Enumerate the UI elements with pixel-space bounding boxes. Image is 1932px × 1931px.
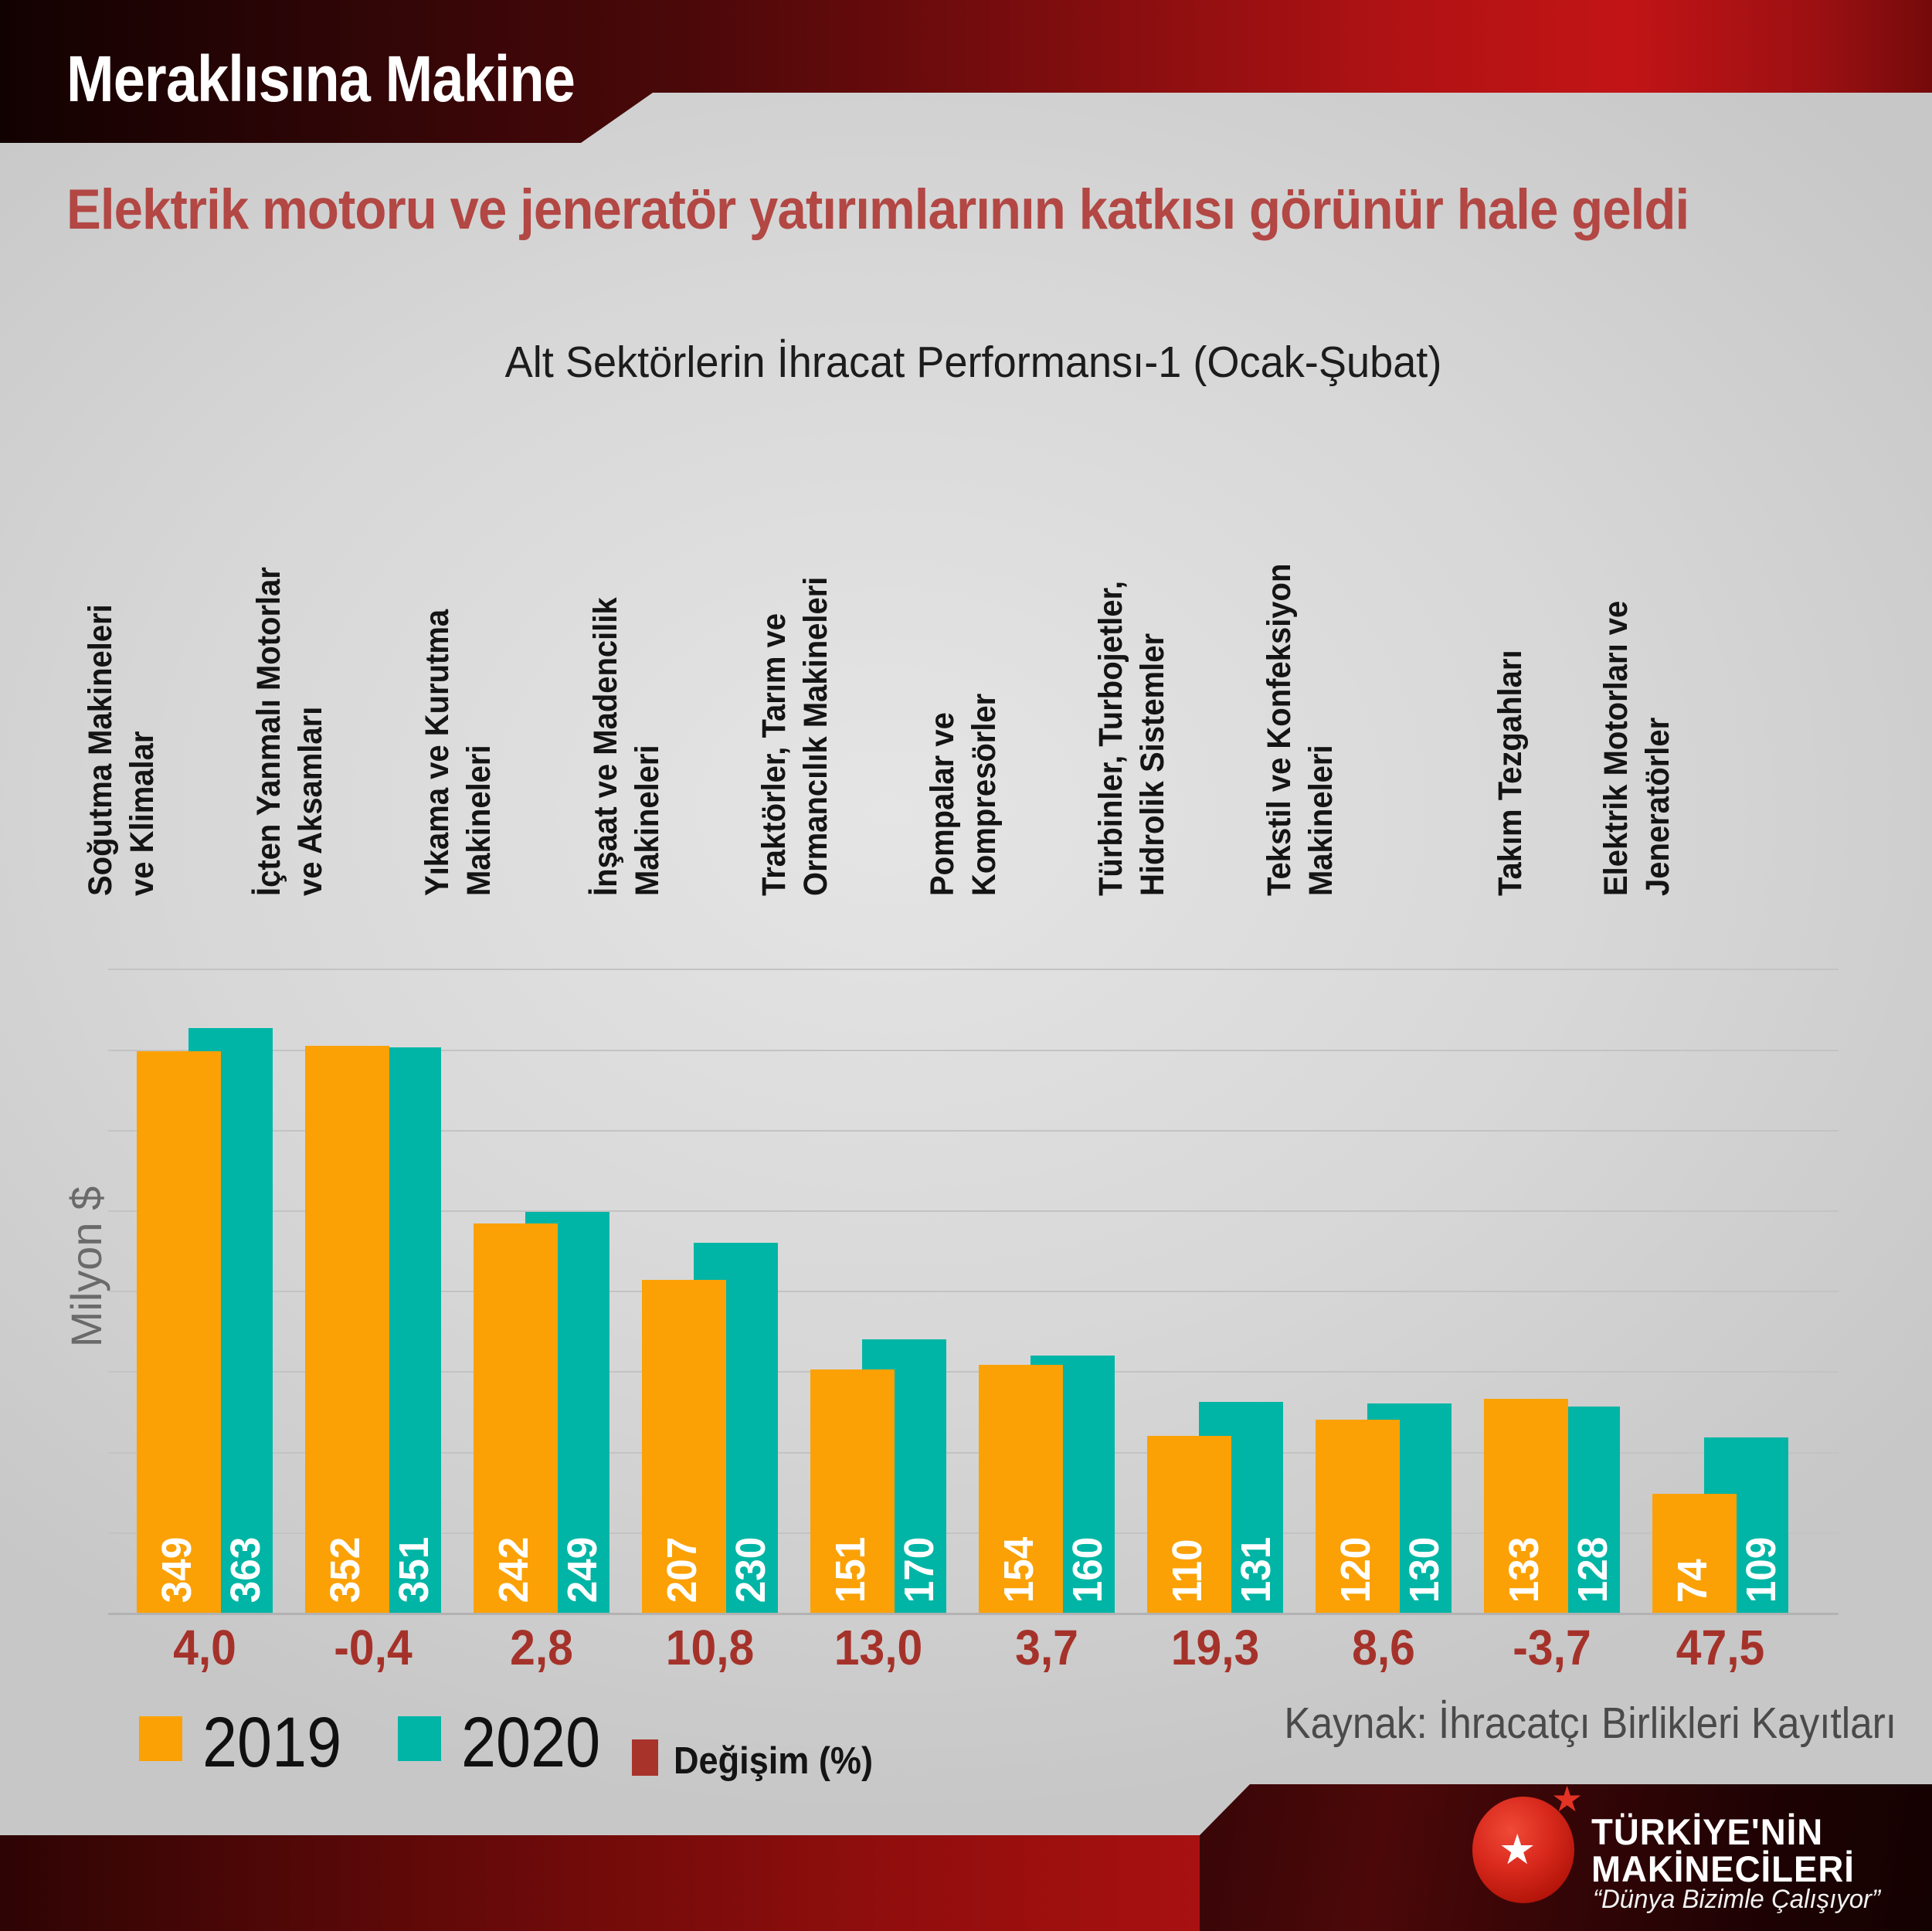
bar-2019	[1484, 1398, 1568, 1613]
red-star-icon: ★	[1551, 1778, 1584, 1820]
headline: Elektrik motoru ve jeneratör yatırımları…	[66, 178, 1689, 241]
bar-value-2019: 207	[659, 1536, 705, 1604]
bar-value-2019: 352	[322, 1536, 368, 1604]
change-value: 10,8	[665, 1620, 755, 1675]
category-label: Elektrik Motorları ve Jeneratörler	[1595, 494, 1679, 896]
legend-label-2020: 2020	[461, 1703, 601, 1782]
category-label: Yıkama ve Kurutma Makineleri	[416, 494, 500, 896]
bar-value-2019: 120	[1333, 1536, 1379, 1604]
chart-title: Alt Sektörlerin İhracat Performansı-1 (O…	[504, 338, 1442, 387]
logo-line2: MAKİNECİLERİ	[1591, 1848, 1855, 1889]
bar-value-2019: 74	[1669, 1559, 1716, 1604]
category-label: İçten Yanmalı Motorlar ve Aksamları	[248, 494, 331, 896]
gridline	[108, 1451, 1839, 1454]
bar-value-2020: 130	[1401, 1536, 1448, 1604]
category-label-line: Tekstil ve Konfeksiyon	[1261, 563, 1298, 896]
category-label-line: Kompresörler	[966, 693, 1003, 896]
change-value: 4,0	[173, 1620, 236, 1675]
category-label-line: Traktörler, Tarım ve	[755, 613, 793, 896]
change-value: 47,5	[1676, 1620, 1765, 1675]
bar-value-2019: 133	[1501, 1536, 1547, 1604]
category-label: Pompalar ve Kompresörler	[922, 494, 1005, 896]
change-value: -0,4	[334, 1620, 413, 1675]
category-label-line: Yıkama ve Kurutma	[419, 609, 456, 896]
change-value: -3,7	[1513, 1620, 1591, 1675]
x-axis-line	[108, 1613, 1839, 1615]
source-note: Kaynak: İhracatçı Birlikleri Kayıtları	[1284, 1699, 1896, 1748]
category-label: Traktörler, Tarım ve Ormancılık Makineler…	[753, 494, 837, 896]
bar-2019	[1652, 1493, 1737, 1613]
change-value: 3,7	[1015, 1620, 1078, 1675]
bar-value-2020: 131	[1233, 1536, 1279, 1604]
category-label-line: ve Klimalar	[124, 731, 161, 896]
gridline	[108, 1532, 1839, 1534]
legend-swatch-2020	[398, 1716, 441, 1761]
category-label-line: Makineleri	[460, 745, 497, 896]
gridline	[108, 1049, 1839, 1051]
bar-2019	[810, 1369, 895, 1613]
bar-2019	[642, 1279, 726, 1613]
category-label-line: Takım Tezgahları	[1492, 650, 1529, 896]
gridline	[108, 1210, 1839, 1212]
bar-value-2019: 242	[491, 1536, 537, 1604]
gridline	[108, 1291, 1839, 1293]
category-label: Takım Tezgahları	[1489, 494, 1531, 896]
legend-label-change: Değişim (%)	[674, 1740, 874, 1782]
category-label-line: Makineleri	[1302, 745, 1339, 896]
change-value: 13,0	[834, 1620, 923, 1675]
gridline	[108, 1129, 1839, 1132]
category-label-line: Hidrolik Sistemler	[1134, 633, 1171, 896]
category-label-line: Elektrik Motorları ve	[1598, 600, 1635, 896]
bar-value-2019: 110	[1164, 1539, 1210, 1604]
category-label: Tekstil ve Konfeksiyon Makineleri	[1258, 494, 1342, 896]
white-star-icon: ★	[1499, 1825, 1536, 1874]
category-label-line: Soğutma Makineleri	[82, 604, 119, 896]
bar-value-2020: 109	[1738, 1536, 1784, 1604]
category-label-line: İnşaat ve Madencilik	[587, 597, 624, 896]
bar-value-2020: 351	[391, 1536, 437, 1604]
bar-2019	[305, 1046, 389, 1613]
category-label-line: Pompalar ve	[924, 712, 961, 896]
logo-line1: TÜRKİYE'NİN	[1591, 1811, 1824, 1852]
category-label-line: Makineleri	[629, 745, 666, 896]
category-label-line: Jeneratörler	[1639, 717, 1676, 896]
change-value: 2,8	[510, 1620, 573, 1675]
bar-2019	[1316, 1419, 1400, 1613]
bar-value-2020: 249	[559, 1536, 606, 1604]
category-label-line: İçten Yanmalı Motorlar	[250, 567, 287, 896]
logo-tagline: “Dünya Bizimle Çalışıyor”	[1593, 1885, 1881, 1914]
bar-2019	[474, 1223, 558, 1613]
bar-value-2019: 349	[154, 1536, 200, 1604]
logo-mark	[1472, 1797, 1574, 1903]
category-label: Türbinler, Turbojetler, Hidrolik Sistemle…	[1090, 494, 1173, 896]
y-axis-label: Milyon $	[62, 1186, 110, 1348]
gridline	[108, 969, 1839, 971]
bar-value-2020: 160	[1064, 1536, 1111, 1604]
bar-value-2019: 154	[996, 1536, 1042, 1604]
legend-swatch-2019	[139, 1716, 182, 1761]
bar-value-2020: 170	[896, 1536, 942, 1604]
change-value: 19,3	[1170, 1620, 1260, 1675]
legend-label-2019: 2019	[202, 1703, 342, 1782]
category-label: İnşaat ve Madencilik Makineleri	[585, 494, 668, 896]
category-label-line: ve Aksamları	[292, 706, 329, 896]
bar-value-2020: 230	[728, 1536, 774, 1604]
bar-value-2020: 128	[1570, 1536, 1616, 1604]
bar-value-2020: 363	[222, 1536, 269, 1604]
bar-2019	[979, 1365, 1063, 1613]
bar-value-2019: 151	[827, 1536, 874, 1604]
category-label-line: Türbinler, Turbojetler,	[1092, 580, 1129, 896]
bar-2019	[1147, 1435, 1231, 1613]
page-title: Meraklısına Makine	[66, 42, 576, 115]
bar-2019	[137, 1050, 221, 1613]
legend-swatch-change	[632, 1739, 658, 1776]
category-label: Soğutma Makineleri ve Klimalar	[80, 494, 163, 896]
category-label-line: Ormancılık Makineleri	[797, 576, 834, 896]
change-value: 8,6	[1352, 1620, 1415, 1675]
gridline	[108, 1371, 1839, 1373]
